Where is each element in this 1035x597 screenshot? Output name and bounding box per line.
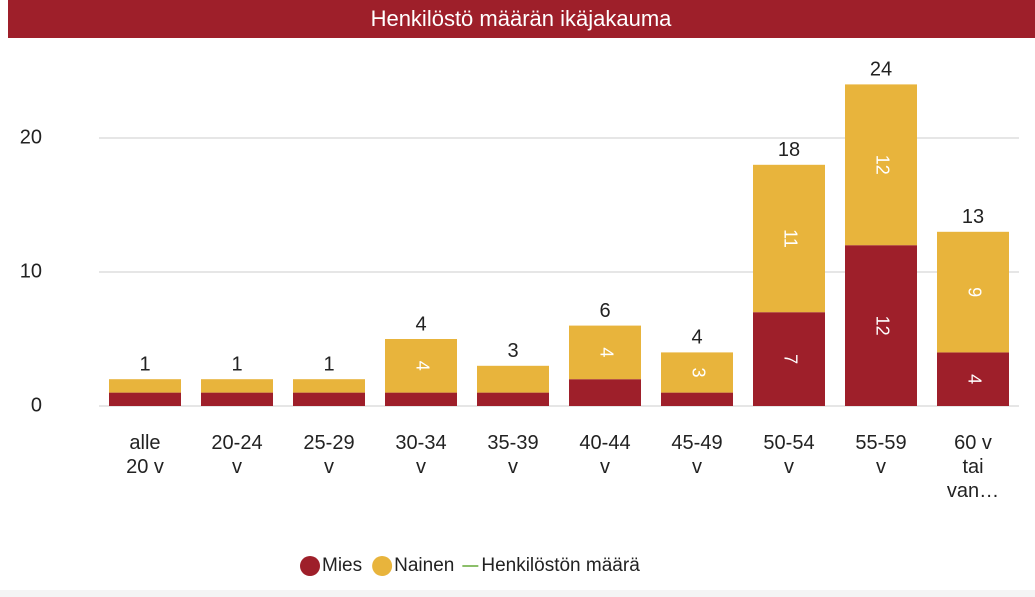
total-label: 3 (507, 340, 518, 362)
x-tick-label: 55-59 v (855, 432, 906, 478)
y-tick-label: 20 (20, 126, 42, 148)
data-label: 3 (688, 367, 708, 377)
bar-segment (569, 325, 641, 380)
x-tick-label: 60 v tai van… (947, 432, 999, 502)
data-label: 12 (872, 316, 892, 336)
legend-swatch (372, 556, 393, 576)
data-label: 7 (780, 354, 800, 364)
data-label: 11 (780, 229, 800, 248)
x-tick-label: alle 20 v (126, 432, 164, 478)
bar-segment (477, 392, 549, 406)
chart-title: Henkilöstö määrän ikäjakauma (371, 6, 673, 31)
x-tick-label: 30-34 v (395, 432, 446, 478)
bar-segment (661, 352, 733, 393)
y-tick-label: 0 (31, 394, 42, 416)
x-tick-label: 40-44 v (579, 432, 630, 478)
total-label: 4 (691, 327, 702, 349)
bar-segment (293, 392, 365, 406)
legend-label: Nainen (394, 555, 454, 576)
bar-segment (477, 365, 549, 393)
bar-segment (937, 231, 1009, 353)
total-label: 1 (231, 353, 242, 375)
bar-segment (201, 379, 273, 393)
bar-segment (937, 352, 1009, 406)
total-label: 6 (599, 300, 610, 322)
bar-segment (753, 312, 825, 406)
bar-segment (661, 392, 733, 406)
x-tick-label: 45-49 v (671, 432, 722, 478)
x-tick-label: 35-39 v (487, 432, 538, 478)
data-label: 9 (964, 287, 984, 297)
bar-segment (753, 164, 825, 313)
data-label: 4 (412, 361, 432, 371)
data-label: 4 (596, 347, 616, 357)
title-bar (8, 0, 1035, 38)
bar-segment (201, 392, 273, 406)
bar-segment (845, 245, 917, 406)
bar-segment (385, 392, 457, 406)
bar-segment (109, 392, 181, 406)
footer-band (0, 590, 1035, 597)
bar-segment (845, 84, 917, 246)
legend-label: Mies (322, 555, 362, 576)
y-tick-label: 10 (20, 260, 42, 282)
bar-segment (109, 379, 181, 393)
x-tick-label: 50-54 v (763, 432, 814, 478)
legend-swatch (300, 556, 320, 576)
bar-segment (293, 379, 365, 393)
total-label: 18 (778, 139, 800, 161)
total-label: 24 (870, 59, 892, 81)
data-label: 4 (964, 374, 984, 384)
legend-label: Henkilöstön määrä (481, 555, 640, 576)
total-label: 13 (962, 206, 984, 228)
total-label: 1 (323, 353, 334, 375)
bar-segment (569, 379, 641, 406)
bar-segment (385, 339, 457, 393)
x-tick-label: 20-24 v (211, 432, 262, 478)
total-label: 1 (139, 353, 150, 375)
total-label: 4 (415, 313, 426, 335)
x-tick-label: 25-29 v (303, 432, 354, 478)
data-label: 12 (872, 155, 892, 175)
